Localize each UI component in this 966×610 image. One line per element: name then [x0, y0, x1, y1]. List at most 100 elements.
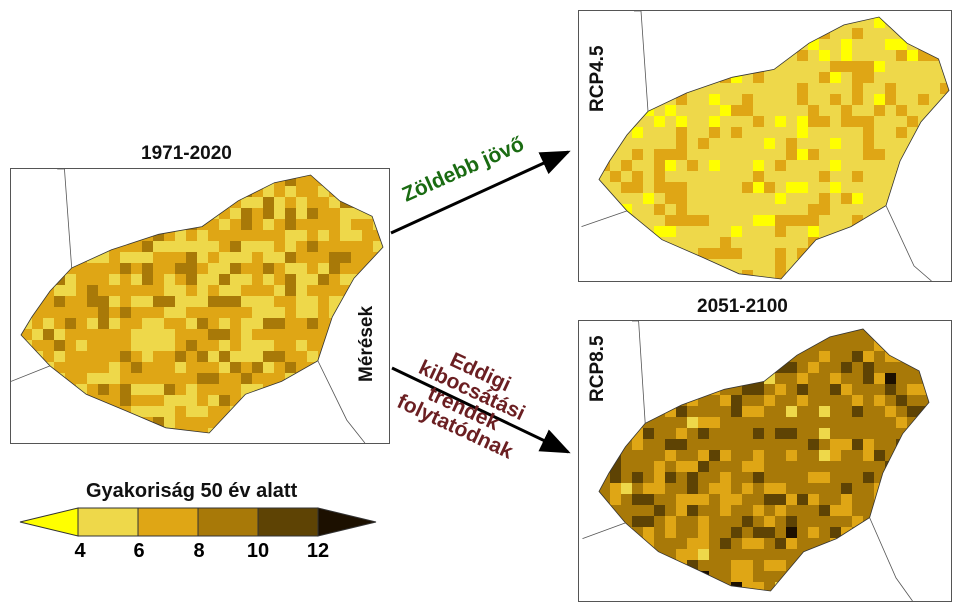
grid-cell	[340, 274, 351, 285]
grid-cell	[632, 72, 643, 83]
grid-cell	[208, 329, 219, 340]
grid-cell	[76, 186, 87, 197]
grid-cell	[929, 237, 940, 248]
grid-cell	[263, 296, 274, 307]
grid-cell	[731, 571, 742, 582]
grid-cell	[98, 307, 109, 318]
grid-cell	[654, 538, 665, 549]
grid-cell	[929, 171, 940, 182]
grid-cell	[109, 362, 120, 373]
grid-cell	[98, 208, 109, 219]
grid-cell	[164, 318, 175, 329]
grid-cell	[120, 340, 131, 351]
grid-cell	[153, 362, 164, 373]
map-observed	[10, 168, 390, 444]
grid-cell	[885, 116, 896, 127]
grid-cell	[340, 186, 351, 197]
grid-cell	[896, 28, 907, 39]
grid-cell	[252, 219, 263, 230]
grid-cell	[852, 83, 863, 94]
grid-cell	[230, 263, 241, 274]
grid-cell	[731, 237, 742, 248]
grid-cell	[687, 248, 698, 259]
grid-cell	[610, 373, 621, 384]
grid-cell	[241, 208, 252, 219]
grid-cell	[665, 483, 676, 494]
grid-cell	[687, 61, 698, 72]
grid-cell	[98, 417, 109, 428]
grid-cell	[665, 215, 676, 226]
grid-cell	[186, 263, 197, 274]
grid-cell	[863, 39, 874, 50]
grid-cell	[329, 362, 340, 373]
grid-cell	[643, 94, 654, 105]
grid-cell	[874, 72, 885, 83]
grid-cell	[709, 61, 720, 72]
grid-cell	[632, 270, 643, 279]
grid-cell	[632, 226, 643, 237]
grid-cell	[65, 373, 76, 384]
country-border	[598, 328, 930, 592]
grid-cell	[940, 204, 949, 215]
grid-cell	[54, 175, 65, 186]
grid-cell	[874, 171, 885, 182]
grid-cell	[164, 208, 175, 219]
grid-cell	[764, 171, 775, 182]
grid-cell	[797, 582, 808, 591]
grid-cell	[775, 248, 786, 259]
grid-cell	[208, 186, 219, 197]
grid-cell	[307, 340, 318, 351]
grid-cell	[819, 94, 830, 105]
grid-cell	[698, 17, 709, 28]
grid-cell	[274, 252, 285, 263]
grid-cell	[742, 215, 753, 226]
grid-cell	[863, 83, 874, 94]
grid-cell	[98, 351, 109, 362]
grid-cell	[830, 450, 841, 461]
grid-cell	[610, 270, 621, 279]
grid-cell	[764, 329, 775, 340]
grid-cell	[175, 252, 186, 263]
grid-cell	[252, 318, 263, 329]
grid-cell	[709, 72, 720, 83]
grid-cell	[87, 329, 98, 340]
grid-cell	[230, 406, 241, 417]
grid-cell	[175, 208, 186, 219]
grid-cell	[665, 582, 676, 591]
grid-cell	[241, 285, 252, 296]
grid-cell	[841, 560, 852, 571]
grid-cell	[373, 175, 383, 186]
grid-cell	[830, 270, 841, 279]
grid-cell	[863, 428, 874, 439]
grid-cell	[208, 395, 219, 406]
grid-cell	[153, 318, 164, 329]
grid-cell	[742, 571, 753, 582]
grid-cell	[263, 219, 274, 230]
grid-cell	[643, 384, 654, 395]
grid-cell	[687, 39, 698, 50]
grid-cell	[643, 138, 654, 149]
grid-cell	[698, 549, 709, 560]
grid-cell	[830, 17, 841, 28]
grid-cell	[665, 50, 676, 61]
grid-cell	[621, 560, 632, 571]
grid-cell	[329, 351, 340, 362]
grid-cell	[175, 351, 186, 362]
grid-cell	[665, 105, 676, 116]
grid-cell	[885, 461, 896, 472]
grid-cell	[373, 208, 383, 219]
grid-cell	[819, 373, 830, 384]
grid-cell	[197, 197, 208, 208]
grid-cell	[87, 351, 98, 362]
grid-cell	[918, 340, 929, 351]
grid-cell	[885, 127, 896, 138]
grid-cell	[742, 461, 753, 472]
grid-cell	[21, 175, 32, 186]
grid-cell	[153, 406, 164, 417]
grid-cell	[208, 384, 219, 395]
grid-cell	[373, 417, 383, 428]
grid-cell	[819, 138, 830, 149]
grid-cell	[164, 406, 175, 417]
grid-cell	[65, 175, 76, 186]
grid-cell	[896, 494, 907, 505]
